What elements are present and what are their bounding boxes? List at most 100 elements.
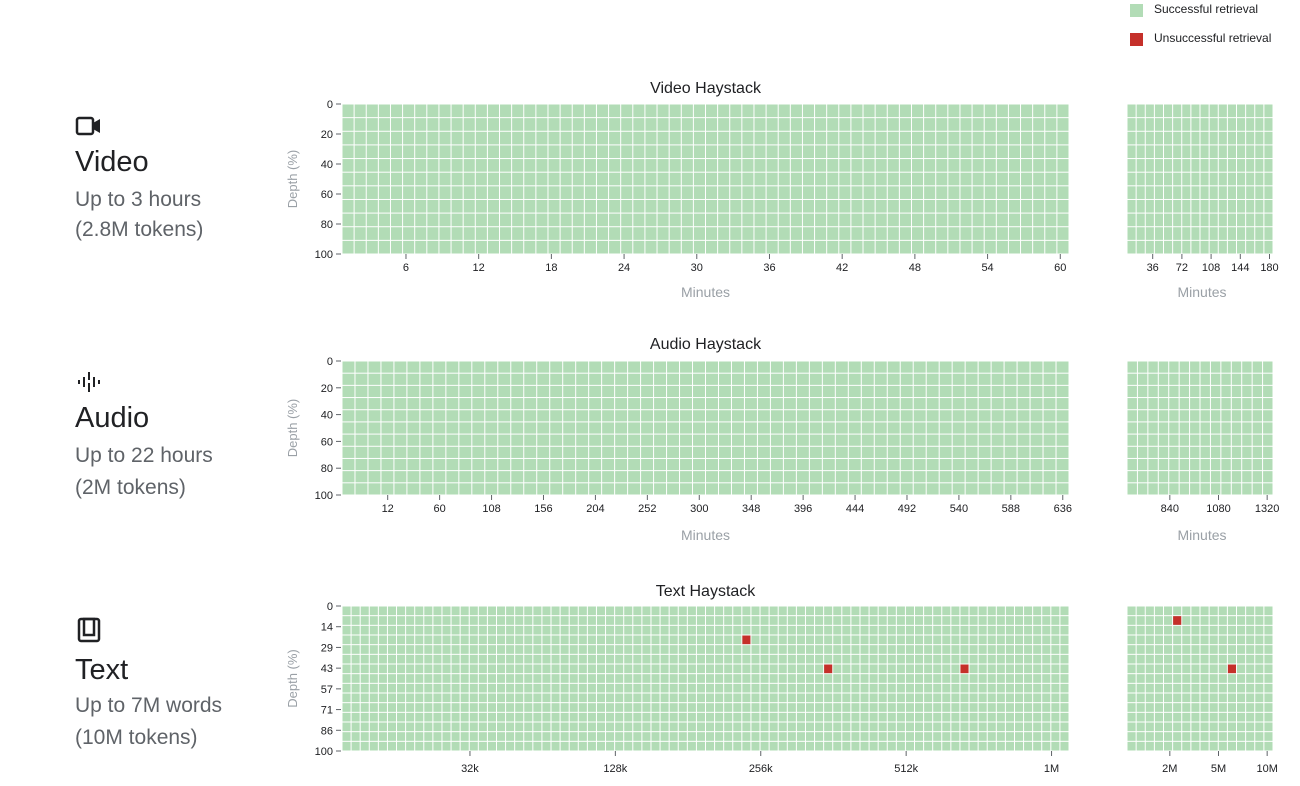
video-main-cell	[827, 186, 839, 199]
video-main-cell	[560, 118, 572, 131]
text-main-cell	[706, 674, 715, 683]
audio-main-cell	[939, 373, 952, 385]
video-main-cell	[342, 172, 354, 186]
text-y-tick-label: 100	[315, 746, 333, 758]
audio-main-cell	[602, 446, 615, 458]
audio-main-cell	[952, 385, 965, 398]
video-extension-cell	[1191, 104, 1200, 118]
audio-main-cell	[654, 458, 667, 471]
video-extension-cell	[1173, 145, 1182, 159]
audio-extension-cell	[1221, 422, 1231, 434]
text-main-cell	[633, 732, 642, 741]
video-main-cell	[693, 118, 705, 131]
text-main-cell	[596, 703, 606, 712]
text-extension-cell	[1200, 645, 1209, 654]
text-main-cell	[905, 693, 915, 703]
video-main-cell	[548, 240, 560, 254]
text-main-cell	[469, 674, 478, 683]
text-main-cell	[769, 616, 778, 625]
audio-main-cell	[394, 398, 407, 410]
text-extension-cell	[1182, 606, 1191, 616]
audio-main-cell	[693, 373, 705, 385]
text-main-cell	[724, 693, 733, 703]
text-main-cell	[787, 732, 796, 741]
text-extension-cell	[1191, 722, 1200, 732]
audio-chart-title: Audio Haystack	[650, 336, 762, 353]
video-extension-cell	[1209, 172, 1218, 186]
video-main-cell	[815, 227, 827, 240]
text-main-cell	[487, 683, 496, 693]
text-main-cell	[1042, 741, 1051, 751]
video-main-cell	[693, 145, 705, 159]
text-extension-cell	[1154, 606, 1164, 616]
video-main-cell	[584, 172, 596, 186]
text-main-cell	[942, 674, 951, 683]
audio-main-cell	[1017, 458, 1030, 471]
audio-main-cell	[498, 422, 511, 434]
text-main-cell	[733, 712, 742, 722]
video-extension-cell	[1127, 240, 1136, 254]
audio-main-cell	[1030, 373, 1043, 385]
text-main-cell	[969, 664, 978, 674]
video-main-cell	[633, 145, 645, 159]
text-main-cell	[651, 635, 660, 645]
text-main-cell	[415, 732, 424, 741]
video-main-cell	[645, 131, 657, 145]
audio-main-cell	[615, 434, 628, 446]
text-main-cell	[551, 732, 560, 741]
audio-main-cell	[706, 422, 718, 434]
audio-extension-cell	[1127, 471, 1137, 483]
text-main-cell	[778, 722, 787, 732]
audio-main-cell	[861, 458, 874, 471]
audio-main-cell	[783, 422, 796, 434]
text-main-cell	[805, 722, 815, 732]
video-main-cell	[621, 159, 633, 172]
audio-main-cell	[952, 446, 965, 458]
audio-main-cell	[615, 422, 628, 434]
text-main-cell	[533, 625, 542, 635]
text-main-cell	[342, 693, 351, 703]
text-extension-cell	[1145, 625, 1154, 635]
video-main-cell	[596, 199, 609, 213]
text-main-cell	[615, 741, 624, 751]
audio-main-cell	[589, 422, 602, 434]
text-extension-cell	[1237, 606, 1246, 616]
text-main-cell	[696, 654, 705, 664]
text-main-cell	[706, 664, 715, 674]
text-extension-cell	[1136, 693, 1145, 703]
audio-extension-cell	[1263, 385, 1273, 398]
video-main-cell	[645, 199, 657, 213]
video-extension-cell	[1209, 118, 1218, 131]
text-main-cell	[1014, 616, 1024, 625]
video-extension-cell	[1264, 159, 1273, 172]
video-extension-cell	[1154, 213, 1164, 227]
text-extension-cell	[1246, 654, 1255, 664]
audio-main-cell	[706, 398, 718, 410]
audio-main-cell	[602, 385, 615, 398]
text-main-cell	[924, 635, 933, 645]
audio-main-cell	[420, 361, 433, 373]
video-main-cell	[972, 131, 984, 145]
text-main-cell	[360, 683, 369, 693]
text-main-cell	[624, 625, 633, 635]
video-main-cell	[439, 131, 451, 145]
text-main-cell	[687, 683, 696, 693]
text-main-cell	[460, 625, 469, 635]
text-main-cell	[969, 625, 978, 635]
video-extension-cell	[1127, 199, 1136, 213]
audio-main-cell	[757, 434, 770, 446]
video-extension-cell	[1255, 186, 1264, 199]
video-main-cell	[972, 240, 984, 254]
video-main-cell	[1057, 159, 1069, 172]
audio-main-cell	[355, 385, 368, 398]
audio-main-cell	[978, 361, 991, 373]
video-main-cell	[851, 145, 863, 159]
audio-extension-cell	[1127, 373, 1137, 385]
video-main-cell	[972, 145, 984, 159]
video-main-cell	[718, 186, 730, 199]
text-main-cell	[424, 674, 433, 683]
audio-main-cell	[381, 385, 394, 398]
text-main-cell	[596, 625, 606, 635]
text-main-cell	[596, 722, 606, 732]
video-main-cell	[475, 118, 487, 131]
